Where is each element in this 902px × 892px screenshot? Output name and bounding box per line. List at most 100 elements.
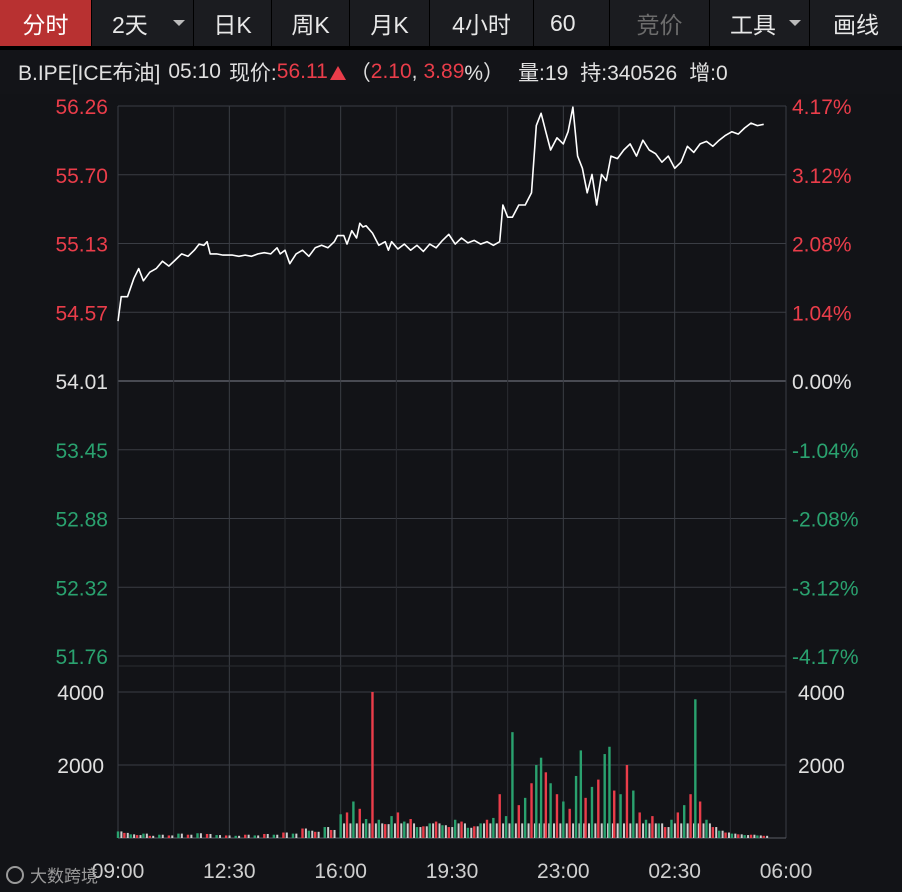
- tab-daily-k[interactable]: 日K: [194, 0, 272, 46]
- left-price-axis: 56.26 55.70 55.13 54.57 54.01 53.45 52.88 52.32…: [55, 96, 108, 669]
- volume-bar: [544, 772, 548, 838]
- tab-four-hour[interactable]: 4小时: [430, 0, 534, 46]
- price-tick-label: 55.70: [55, 165, 108, 188]
- volume-bar: [158, 834, 161, 838]
- tab-weekly-k[interactable]: 周K: [272, 0, 350, 46]
- volume-bar: [403, 821, 406, 838]
- volume-bar: [727, 832, 730, 838]
- volume-bar: [253, 835, 256, 838]
- volume-bar: [409, 819, 412, 838]
- price-tick-label: 56.26: [55, 96, 108, 119]
- volume-tick-label: 4000: [57, 682, 104, 705]
- tab-auction[interactable]: 竞价: [610, 0, 710, 46]
- volume-bar: [625, 765, 629, 838]
- volume-bar: [171, 835, 174, 838]
- volume-bar: [533, 823, 536, 838]
- tab-sixty-minute[interactable]: 60: [534, 0, 610, 46]
- volume-bar: [583, 823, 586, 838]
- volume-bar: [152, 835, 155, 838]
- volume-bar: [438, 823, 441, 838]
- draw-line-button[interactable]: 画线: [810, 0, 902, 46]
- volume-bar: [358, 808, 361, 838]
- volume-bar: [428, 823, 431, 838]
- quote-bar: B.IPE[ICE布油] 05:10 现价: 56.11 （ 2.10 , 3.…: [0, 50, 902, 94]
- tab-label: 4小时: [452, 12, 511, 38]
- volume-bar: [364, 819, 368, 838]
- period-toolbar: 分时 2天 日K 周K 月K 4小时 60 竞价 工具 画线: [0, 0, 902, 46]
- volume-bar: [495, 823, 498, 838]
- volume-bar: [511, 732, 514, 838]
- percent-tick-label: 3.12%: [792, 165, 852, 188]
- volume-bar: [740, 834, 743, 838]
- volume-bar: [539, 757, 543, 838]
- tab-intraday[interactable]: 分时: [0, 0, 92, 46]
- volume-bar: [489, 823, 492, 838]
- percent-sign: %）: [464, 62, 505, 85]
- volume-bar: [186, 834, 190, 838]
- volume-bar: [749, 834, 753, 838]
- volume-bar: [657, 823, 660, 838]
- volume-bar: [553, 823, 556, 838]
- volume-bar: [304, 828, 307, 838]
- volume-bar: [135, 835, 139, 838]
- chevron-down-icon: [173, 20, 185, 26]
- volume-bar: [613, 790, 616, 838]
- volume-bar: [123, 832, 126, 838]
- volume-bar: [327, 827, 330, 838]
- volume-bar: [721, 830, 724, 838]
- time-tick-label: 09:00: [92, 860, 145, 883]
- price-tick-label: 54.57: [55, 302, 108, 325]
- intraday-chart[interactable]: 56.26 55.70 55.13 54.57 54.01 53.45 52.88 52.32…: [0, 94, 902, 892]
- volume-bar: [683, 805, 686, 838]
- volume-bar: [148, 835, 152, 838]
- volume-bar: [381, 823, 384, 838]
- volume-bar: [205, 833, 209, 838]
- price-tick-label: 55.13: [55, 234, 108, 257]
- volume-bar: [466, 827, 470, 838]
- percent-tick-label: -1.04%: [792, 440, 859, 463]
- price-label: 现价:: [228, 62, 277, 85]
- volume-bar: [282, 832, 285, 838]
- volume-bar: [276, 834, 279, 838]
- volume-bar: [603, 754, 606, 838]
- volume-bar: [616, 823, 619, 838]
- volume-bar: [718, 830, 721, 838]
- volume-bar: [345, 812, 349, 838]
- volume-tick-label: 2000: [57, 755, 104, 778]
- volume-bar: [434, 821, 438, 838]
- volume-bar: [743, 835, 746, 838]
- volume-bar: [355, 823, 358, 838]
- volume-bar: [263, 833, 266, 838]
- price-tick-label: 54.01: [55, 371, 108, 394]
- volume-bar: [538, 823, 541, 838]
- tab-label: 分时: [22, 12, 69, 38]
- volume-bar: [579, 750, 583, 838]
- volume-bar: [680, 823, 683, 838]
- volume-bar: [523, 797, 527, 838]
- percent-tick-label: -4.17%: [792, 646, 859, 669]
- volume-bar: [555, 794, 559, 838]
- tab-monthly-k[interactable]: 月K: [350, 0, 430, 46]
- volume-bar: [396, 812, 400, 838]
- time-axis: 09:00 12:30 16:00 19:30 23:00 02:30 06:00: [92, 860, 813, 883]
- volume-bar: [368, 823, 371, 838]
- volume-bar: [715, 827, 718, 838]
- volume-bar: [257, 835, 260, 838]
- volume-bar: [694, 699, 697, 838]
- volume-bar: [215, 835, 218, 838]
- volume-bar: [460, 821, 463, 838]
- volume-bar: [548, 823, 551, 838]
- volume-bar: [676, 812, 680, 838]
- tools-dropdown[interactable]: 工具: [710, 0, 810, 46]
- volume-bar: [535, 765, 538, 838]
- volume-bar: [451, 827, 454, 838]
- volume-bar: [199, 833, 202, 838]
- volume-bar: [730, 833, 734, 838]
- volume-bar: [393, 823, 396, 838]
- price-line: [117, 106, 764, 322]
- percent-tick-label: -2.08%: [792, 509, 859, 532]
- volume-bar: [508, 823, 511, 838]
- tab-two-day[interactable]: 2天: [92, 0, 194, 46]
- watermark-text: 大数跨境: [30, 867, 98, 886]
- volume-bar: [711, 827, 715, 838]
